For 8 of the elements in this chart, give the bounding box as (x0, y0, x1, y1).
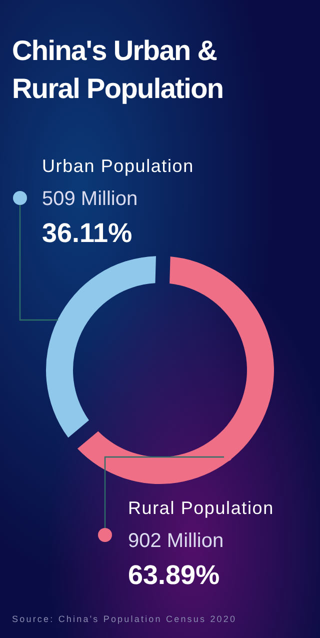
data-label: 63.89% (128, 560, 220, 590)
slice-label: Urban Population (42, 156, 194, 176)
chart-title: China's Urban & Rural Population (12, 35, 224, 104)
text: 902 Million (128, 530, 224, 552)
data-label: 36.11% (42, 218, 132, 248)
slice-label: Rural Population (128, 498, 274, 518)
source-note: Source: China's Population Census 2020 (12, 614, 237, 624)
text: 509 Million (42, 188, 138, 210)
